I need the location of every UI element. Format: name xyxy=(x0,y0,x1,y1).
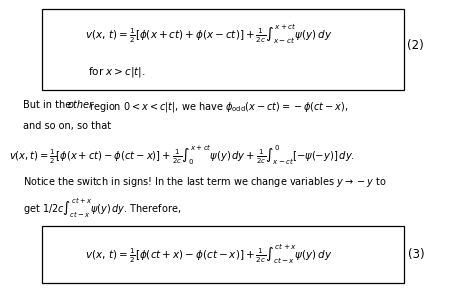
Text: (2): (2) xyxy=(408,39,424,52)
Text: region $0 < x < c|t|$, we have $\phi_{\rm odd}(x-ct) = -\phi(ct-x)$,: region $0 < x < c|t|$, we have $\phi_{\r… xyxy=(86,100,348,114)
Text: and so on, so that: and so on, so that xyxy=(23,122,111,132)
Text: get $1/2c\int_{ct-x}^{ct+x}\psi(y)\,dy$. Therefore,: get $1/2c\int_{ct-x}^{ct+x}\psi(y)\,dy$.… xyxy=(23,197,182,220)
FancyBboxPatch shape xyxy=(42,9,404,90)
Text: But in the: But in the xyxy=(23,100,75,110)
Text: (3): (3) xyxy=(408,248,424,261)
FancyBboxPatch shape xyxy=(42,226,404,283)
Text: $v(x,\,t) = \frac{1}{2}[\phi(ct+x)-\phi(ct-x)] + \frac{1}{2c}\int_{ct-x}^{ct+x} : $v(x,\,t) = \frac{1}{2}[\phi(ct+x)-\phi(… xyxy=(85,243,332,266)
Text: other: other xyxy=(67,100,93,110)
Text: Notice the switch in signs! In the last term we change variables $y \to -y$ to: Notice the switch in signs! In the last … xyxy=(23,175,387,189)
Text: $v(x,t) = \frac{1}{2}[\phi(x+ct)-\phi(ct-x)] + \frac{1}{2c}\int_{0}^{x+ct}\psi(y: $v(x,t) = \frac{1}{2}[\phi(x+ct)-\phi(ct… xyxy=(9,143,356,167)
Text: for $x > c|t|$.: for $x > c|t|$. xyxy=(88,65,146,79)
Text: $v(x,\,t) = \frac{1}{2}[\phi(x+ct)+\phi(x-ct)] + \frac{1}{2c}\int_{x-ct}^{x+ct} : $v(x,\,t) = \frac{1}{2}[\phi(x+ct)+\phi(… xyxy=(85,23,332,46)
